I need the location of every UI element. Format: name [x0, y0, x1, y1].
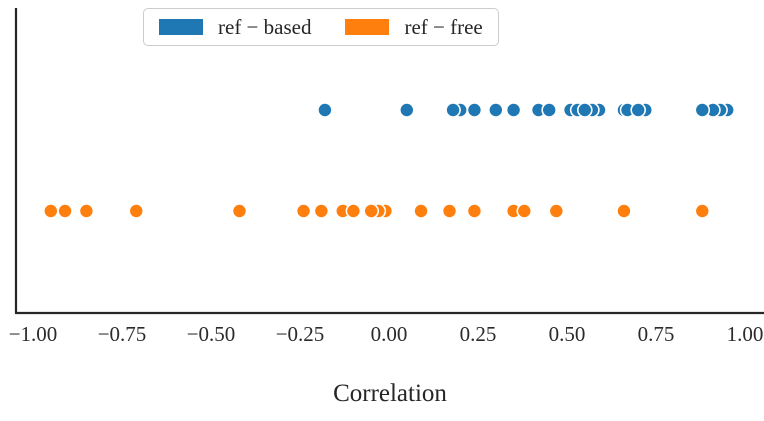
scatter-point [441, 203, 458, 219]
scatter-point [630, 102, 647, 118]
scatter-point [576, 102, 593, 118]
scatter-point [487, 102, 504, 118]
x-tick-label: 0.00 [371, 322, 408, 346]
scatter-point [317, 102, 333, 118]
x-tick-label: −1.00 [9, 322, 58, 346]
scatter-point [694, 102, 711, 118]
scatter-point [413, 203, 429, 219]
x-axis-title: Correlation [333, 380, 447, 407]
scatter-point [398, 102, 415, 118]
scatter-point [541, 102, 558, 118]
legend-swatch-ref-free [345, 19, 390, 35]
legend-label-ref-free: ref − free [404, 14, 483, 39]
scatter-point [78, 203, 95, 219]
scatter-point [345, 203, 362, 219]
scatter-point [295, 203, 312, 219]
scatter-point [616, 203, 632, 219]
legend-swatch-ref-based [159, 19, 203, 35]
x-tick-label: 0.75 [638, 322, 675, 346]
scatter-point [313, 203, 330, 219]
scatter-point [694, 203, 711, 219]
scatter-point [231, 203, 248, 219]
scatter-point [466, 102, 483, 118]
x-tick-label: 0.25 [460, 322, 497, 346]
legend-item-ref-free: ref − free [345, 14, 483, 39]
x-tick-label: −0.50 [187, 322, 236, 346]
legend: ref − based ref − free [143, 8, 499, 46]
x-tick-label: 1.00 [727, 322, 764, 346]
scatter-point [548, 203, 565, 219]
scatter-point [128, 203, 145, 219]
scatter-point [363, 203, 380, 219]
scatter-point [57, 203, 73, 219]
x-tick-label: −0.25 [276, 322, 325, 346]
x-tick-label: −0.75 [98, 322, 147, 346]
legend-label-ref-based: ref − based [218, 14, 312, 39]
scatter-point [42, 203, 59, 219]
x-tick-label: 0.50 [549, 322, 586, 346]
scatter-point [505, 102, 522, 118]
scatter-point [466, 203, 483, 219]
scatter-point [445, 102, 461, 118]
scatter-point [516, 203, 533, 219]
legend-item-ref-based: ref − based [159, 14, 312, 39]
